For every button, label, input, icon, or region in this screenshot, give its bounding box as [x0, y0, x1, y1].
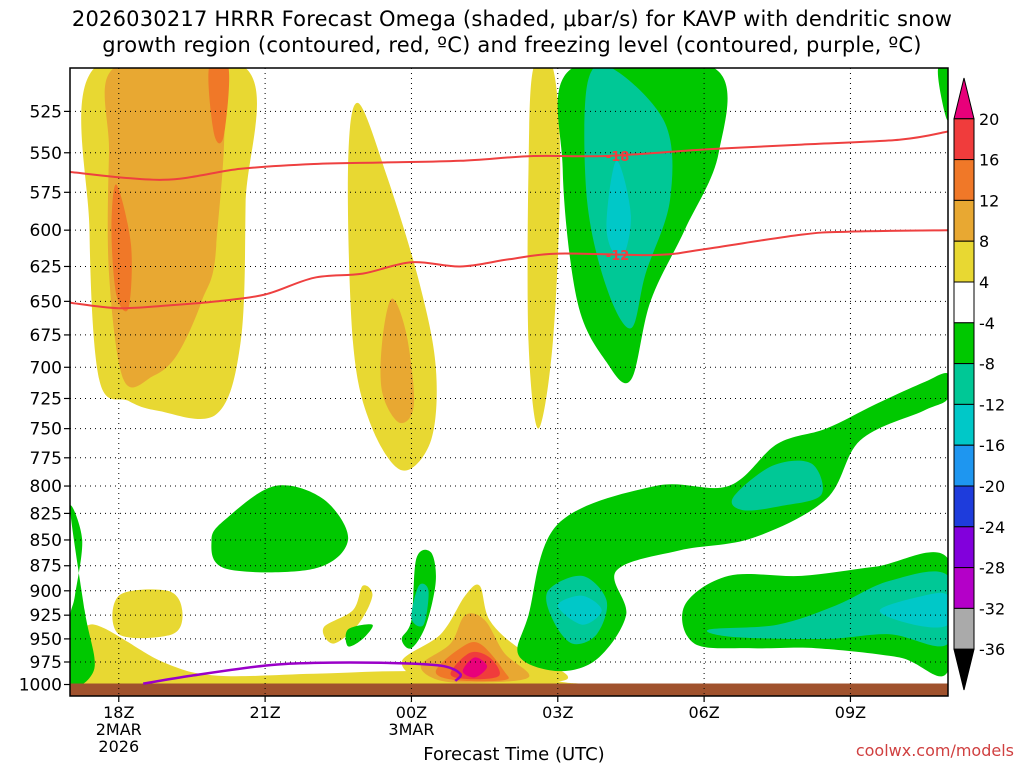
omega-region-30 — [937, 68, 948, 121]
colorbar-bin-5 — [953, 281, 975, 324]
omega-region-23 — [517, 372, 948, 672]
colorbar-label-8: -16 — [979, 436, 1005, 455]
omega-region-4 — [347, 102, 437, 471]
omega-region-10 — [70, 624, 609, 689]
colorbar-bin-10 — [953, 485, 975, 528]
omega-region-9 — [606, 160, 631, 260]
ground-strip — [70, 683, 948, 696]
y-tick-label-850: 850 — [30, 531, 62, 551]
y-tick-label-825: 825 — [30, 504, 62, 524]
x-tick-label-33-0: 09Z — [835, 703, 866, 722]
x-tick-label-18-2: 2026 — [98, 737, 139, 756]
x-tick-label-27-0: 03Z — [542, 703, 573, 722]
colorbar-bin-13 — [953, 607, 975, 650]
y-tick-label-725: 725 — [30, 389, 62, 409]
red-contour-label-1: -12 — [606, 249, 630, 264]
x-tick-label-18-1: 2MAR — [96, 720, 142, 739]
omega-region-25 — [557, 595, 602, 625]
colorbar-bin-9 — [953, 444, 975, 487]
colorbar-label-12: -32 — [979, 599, 1005, 618]
y-tick-label-650: 650 — [30, 292, 62, 312]
y-tick-label-800: 800 — [30, 477, 62, 497]
red-contour-label-0: -18 — [606, 150, 630, 165]
colorbar-bin-7 — [953, 363, 975, 405]
credit-text: coolwx.com/models — [855, 741, 1014, 760]
red-contour-line-0 — [70, 130, 948, 181]
omega-region-5 — [380, 298, 415, 424]
colorbar-bin-4 — [953, 240, 975, 283]
colorbar-bin-8 — [953, 403, 975, 446]
colorbar-label-5: -4 — [979, 314, 995, 333]
colorbar-bin-3 — [953, 199, 975, 242]
x-axis-title: Forecast Time (UTC) — [423, 744, 605, 765]
y-tick-label-875: 875 — [30, 557, 62, 577]
colorbar-bottom-arrow — [953, 648, 975, 691]
colorbar-label-13: -36 — [979, 640, 1005, 659]
chart-title-line-2: growth region (contoured, red, ºC) and f… — [102, 33, 922, 57]
omega-region-6 — [527, 68, 561, 429]
colorbar-bin-11 — [953, 526, 975, 569]
plot-frame — [69, 67, 949, 697]
y-tick-label-525: 525 — [30, 102, 62, 122]
omega-region-29 — [879, 592, 948, 628]
y-tick-label-900: 900 — [30, 582, 62, 602]
y-tick-label-775: 775 — [30, 449, 62, 469]
colorbar-bin-6 — [953, 322, 975, 365]
omega-region-3 — [208, 68, 230, 144]
y-tick-label-750: 750 — [30, 420, 62, 440]
colorbar-label-2: 12 — [979, 191, 999, 210]
y-tick-label-550: 550 — [30, 144, 62, 164]
x-tick-label-24-0: 00Z — [396, 703, 427, 722]
colorbar-bin-1 — [953, 118, 975, 161]
colorbar-label-10: -24 — [979, 518, 1005, 537]
colorbar-top-arrow — [953, 77, 975, 120]
freezing-level-contour — [143, 661, 462, 685]
colorbar-label-7: -12 — [979, 395, 1005, 414]
colorbar-bin-2 — [953, 159, 975, 201]
y-tick-label-950: 950 — [30, 630, 62, 650]
chart-title-line-1: 2026030217 HRRR Forecast Omega (shaded, … — [71, 7, 953, 31]
y-tick-label-625: 625 — [30, 257, 62, 277]
colorbar-label-6: -8 — [979, 355, 995, 374]
red-contour-line-1 — [70, 229, 948, 310]
colorbar-label-11: -28 — [979, 559, 1005, 578]
colorbar-bin-12 — [953, 567, 975, 609]
y-tick-label-675: 675 — [30, 326, 62, 346]
colorbar-label-3: 8 — [979, 232, 989, 251]
y-tick-label-575: 575 — [30, 183, 62, 203]
x-tick-label-21-0: 21Z — [249, 703, 280, 722]
omega-region-2 — [111, 184, 132, 312]
omega-region-16 — [112, 589, 183, 639]
omega-region-19 — [211, 485, 349, 573]
y-tick-label-600: 600 — [30, 221, 62, 241]
colorbar-label-4: 4 — [979, 273, 989, 292]
colorbar-label-1: 16 — [979, 151, 999, 170]
y-tick-label-1000: 1000 — [19, 676, 62, 696]
omega-region-28 — [706, 571, 948, 647]
omega-region-26 — [731, 460, 823, 511]
y-tick-label-925: 925 — [30, 606, 62, 626]
omega-region-22 — [411, 583, 429, 627]
y-tick-label-975: 975 — [30, 653, 62, 673]
x-tick-label-30-0: 06Z — [688, 703, 719, 722]
omega-region-18 — [70, 505, 95, 688]
x-tick-label-18-0: 18Z — [103, 703, 134, 722]
colorbar-label-0: 20 — [979, 110, 999, 129]
y-tick-label-700: 700 — [30, 358, 62, 378]
omega-region-20 — [345, 624, 373, 647]
colorbar-label-9: -20 — [979, 477, 1005, 496]
omega-region-17 — [322, 585, 373, 644]
x-tick-label-24-1: 3MAR — [388, 720, 434, 739]
